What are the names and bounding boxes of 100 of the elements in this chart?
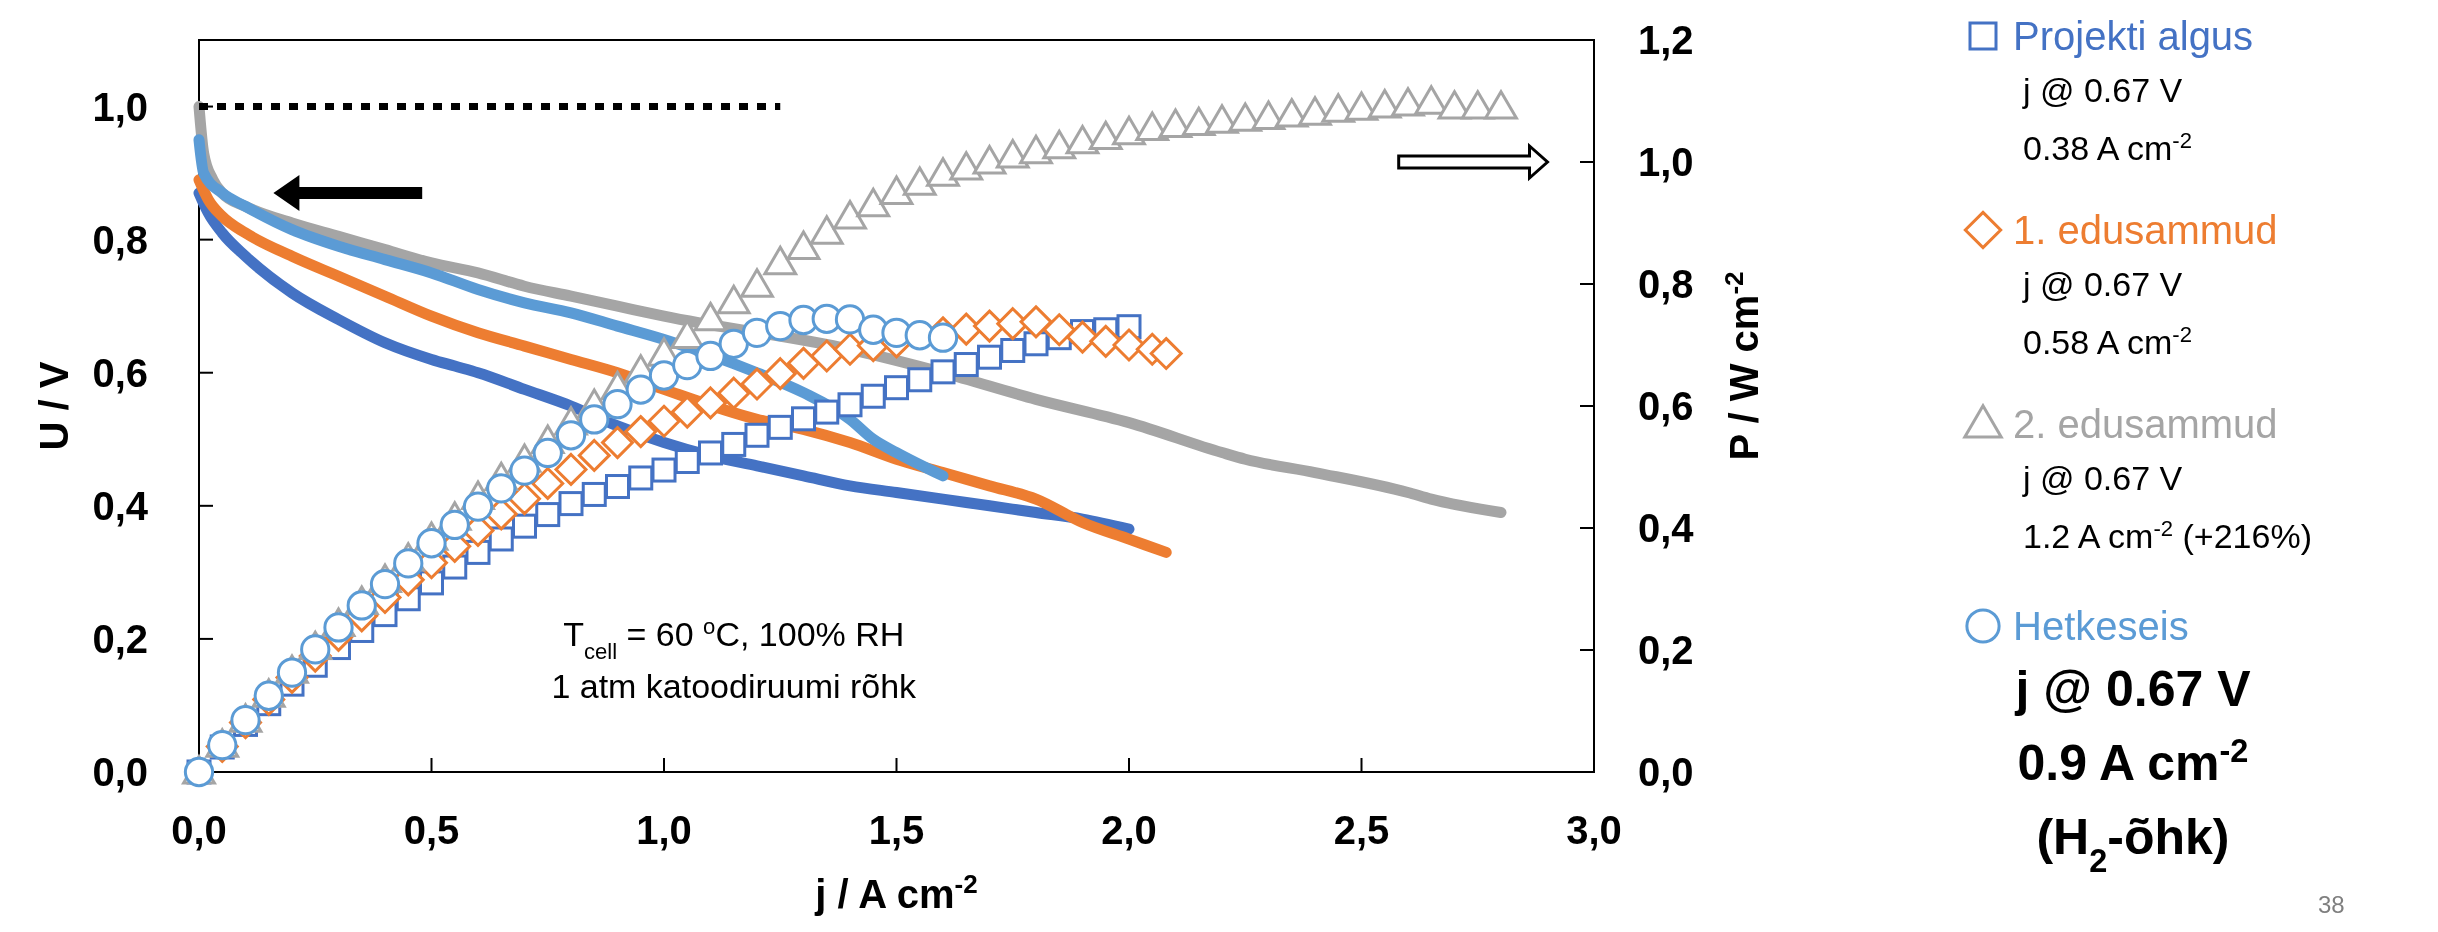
x-tick-label: 2,0 [1101,808,1157,852]
point [369,568,401,600]
point [1042,129,1077,160]
point [763,245,798,276]
y2-tick-label: 0,6 [1638,384,1694,428]
point [558,491,584,517]
point [647,404,681,438]
point [393,548,424,579]
point [879,175,914,205]
x-tick-label: 1,5 [868,808,925,852]
y-tick-label: 0,8 [92,217,148,262]
point [1065,124,1100,155]
x-tick-label: 1,0 [636,808,692,852]
point [930,359,956,385]
x-tick-label: 3,0 [1566,808,1622,852]
point [786,230,821,260]
x-tick-label: 0,0 [171,808,227,852]
point [744,422,770,448]
point [577,438,611,472]
point [648,360,680,391]
point [814,399,840,425]
point [698,440,723,466]
point [535,502,561,528]
point [856,187,891,218]
y2-tick-label: 0,0 [1638,750,1694,794]
point [1112,328,1146,362]
point [765,310,796,342]
point [276,657,308,688]
x-tick-label: 0,5 [403,808,460,852]
point [625,374,656,405]
legend-label: Hetkeseis [2013,604,2189,648]
point [346,590,377,621]
y2-tick-label: 0,4 [1638,506,1695,550]
y-axis-title: U / V [32,361,76,451]
point [837,392,863,418]
point [791,406,816,432]
point [601,426,634,460]
legend-label: Projekti algus [2013,14,2254,58]
text: j @ 0.67 V 1.2 A cm$^{-2}$ (+216%) [2022,459,2312,555]
point [1112,115,1146,146]
point [439,509,470,541]
annotation: T$_{cell}$ = 60 $^{o}$C, 100% RH 1 atm katoodiruumi rõhk [551,613,918,705]
point [579,404,610,435]
y-tick-label: 0,6 [92,350,148,395]
y-tick-label: 0,2 [92,616,148,661]
point [740,268,774,298]
point [740,367,774,401]
point [554,452,588,486]
point [1088,120,1123,151]
point [1149,337,1183,370]
point [1484,90,1518,120]
point [555,420,587,451]
point [230,705,261,736]
y2-tick-label: 0,8 [1638,262,1694,306]
point [1298,96,1332,126]
point [628,465,654,491]
point [323,612,354,643]
y-tick-label: 0,4 [92,483,149,528]
point [927,322,959,353]
point [509,455,540,486]
point [907,367,933,393]
point [741,317,773,348]
y2-tick-label: 1,2 [1638,18,1694,62]
point [1066,320,1099,354]
point [833,200,867,230]
point [995,139,1030,169]
point [1019,305,1053,339]
point [926,157,960,187]
point [531,467,565,500]
point [486,473,517,504]
point [1019,134,1053,165]
point [767,414,793,440]
y-tick-label: 1,0 [92,84,148,129]
point [810,339,844,373]
point [624,415,658,449]
point [581,481,607,507]
y2-tick-label: 1,0 [1638,140,1694,184]
point [834,304,866,335]
point [809,215,844,245]
point [763,357,797,391]
point [860,383,886,409]
y2-tick-label: 0,2 [1638,628,1694,672]
point [462,491,494,522]
point [300,634,331,665]
text: j @ 0.67 V 0.38 A cm$^{-2}$ [2022,71,2192,167]
x-tick-label: 2,5 [1333,808,1390,852]
point [787,346,820,380]
point [694,386,727,420]
legend-label: 2. edusammud [2013,402,2278,446]
text: 38 [2318,891,2345,918]
point [1181,106,1216,137]
point [902,166,937,196]
text: j @ 0.67 V 0.9 A cm$^{-2}$ (H$_{2}$-õhk) [2015,661,2251,879]
point [972,145,1007,175]
point [949,151,984,181]
point [651,457,677,483]
y-tick-label: 0,0 [92,750,148,794]
point [716,284,751,315]
text: j @ 0.67 V 0.58 A cm$^{-2}$ [2022,265,2192,361]
point [1344,91,1379,121]
